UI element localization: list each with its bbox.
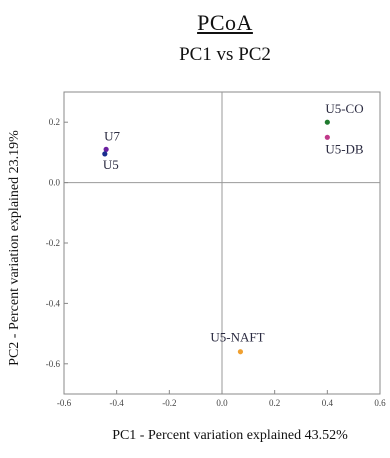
- x-axis-ticks: -0.6 -0.4 -0.2 0.0 0.2 0.4 0.6: [57, 390, 386, 408]
- x-axis-label: PC1 - Percent variation explained 43.52%: [112, 428, 348, 443]
- x-tick-label: -0.4: [110, 398, 125, 408]
- y-tick-label: 0.0: [49, 178, 61, 188]
- y-tick-label: -0.2: [46, 238, 60, 248]
- data-point-u7: [103, 146, 109, 152]
- point-label-u5-db: U5-DB: [325, 141, 364, 156]
- y-tick-label: -0.6: [46, 359, 61, 369]
- point-label-u5-co: U5-CO: [325, 101, 363, 116]
- y-tick-label: -0.4: [46, 298, 61, 308]
- chart-title: PCoA: [197, 10, 253, 35]
- x-tick-label: -0.6: [57, 398, 72, 408]
- y-tick-label: 0.2: [49, 117, 60, 127]
- y-axis-label: PC2 - Percent variation explained 23.19%: [7, 130, 22, 366]
- point-label-u5: U5: [103, 157, 119, 172]
- zero-lines: [64, 92, 380, 394]
- data-point-u5-db: [324, 134, 330, 140]
- data-points: U7 U5 U5-CO U5-DB U5-NAFT: [102, 101, 364, 355]
- point-label-u5-naft: U5-NAFT: [210, 330, 264, 345]
- point-label-u7: U7: [104, 128, 120, 143]
- x-tick-label: 0.4: [322, 398, 334, 408]
- chart-subtitle: PC1 vs PC2: [179, 44, 271, 65]
- x-tick-label: -0.2: [162, 398, 176, 408]
- x-tick-label: 0.2: [269, 398, 280, 408]
- y-axis-ticks: -0.6 -0.4 -0.2 0.0 0.2: [46, 117, 68, 369]
- x-tick-label: 0.0: [216, 398, 228, 408]
- data-point-u5-naft: [237, 349, 244, 355]
- data-point-u5: [102, 151, 108, 157]
- x-tick-label: 0.6: [374, 398, 386, 408]
- data-point-u5-co: [324, 119, 330, 125]
